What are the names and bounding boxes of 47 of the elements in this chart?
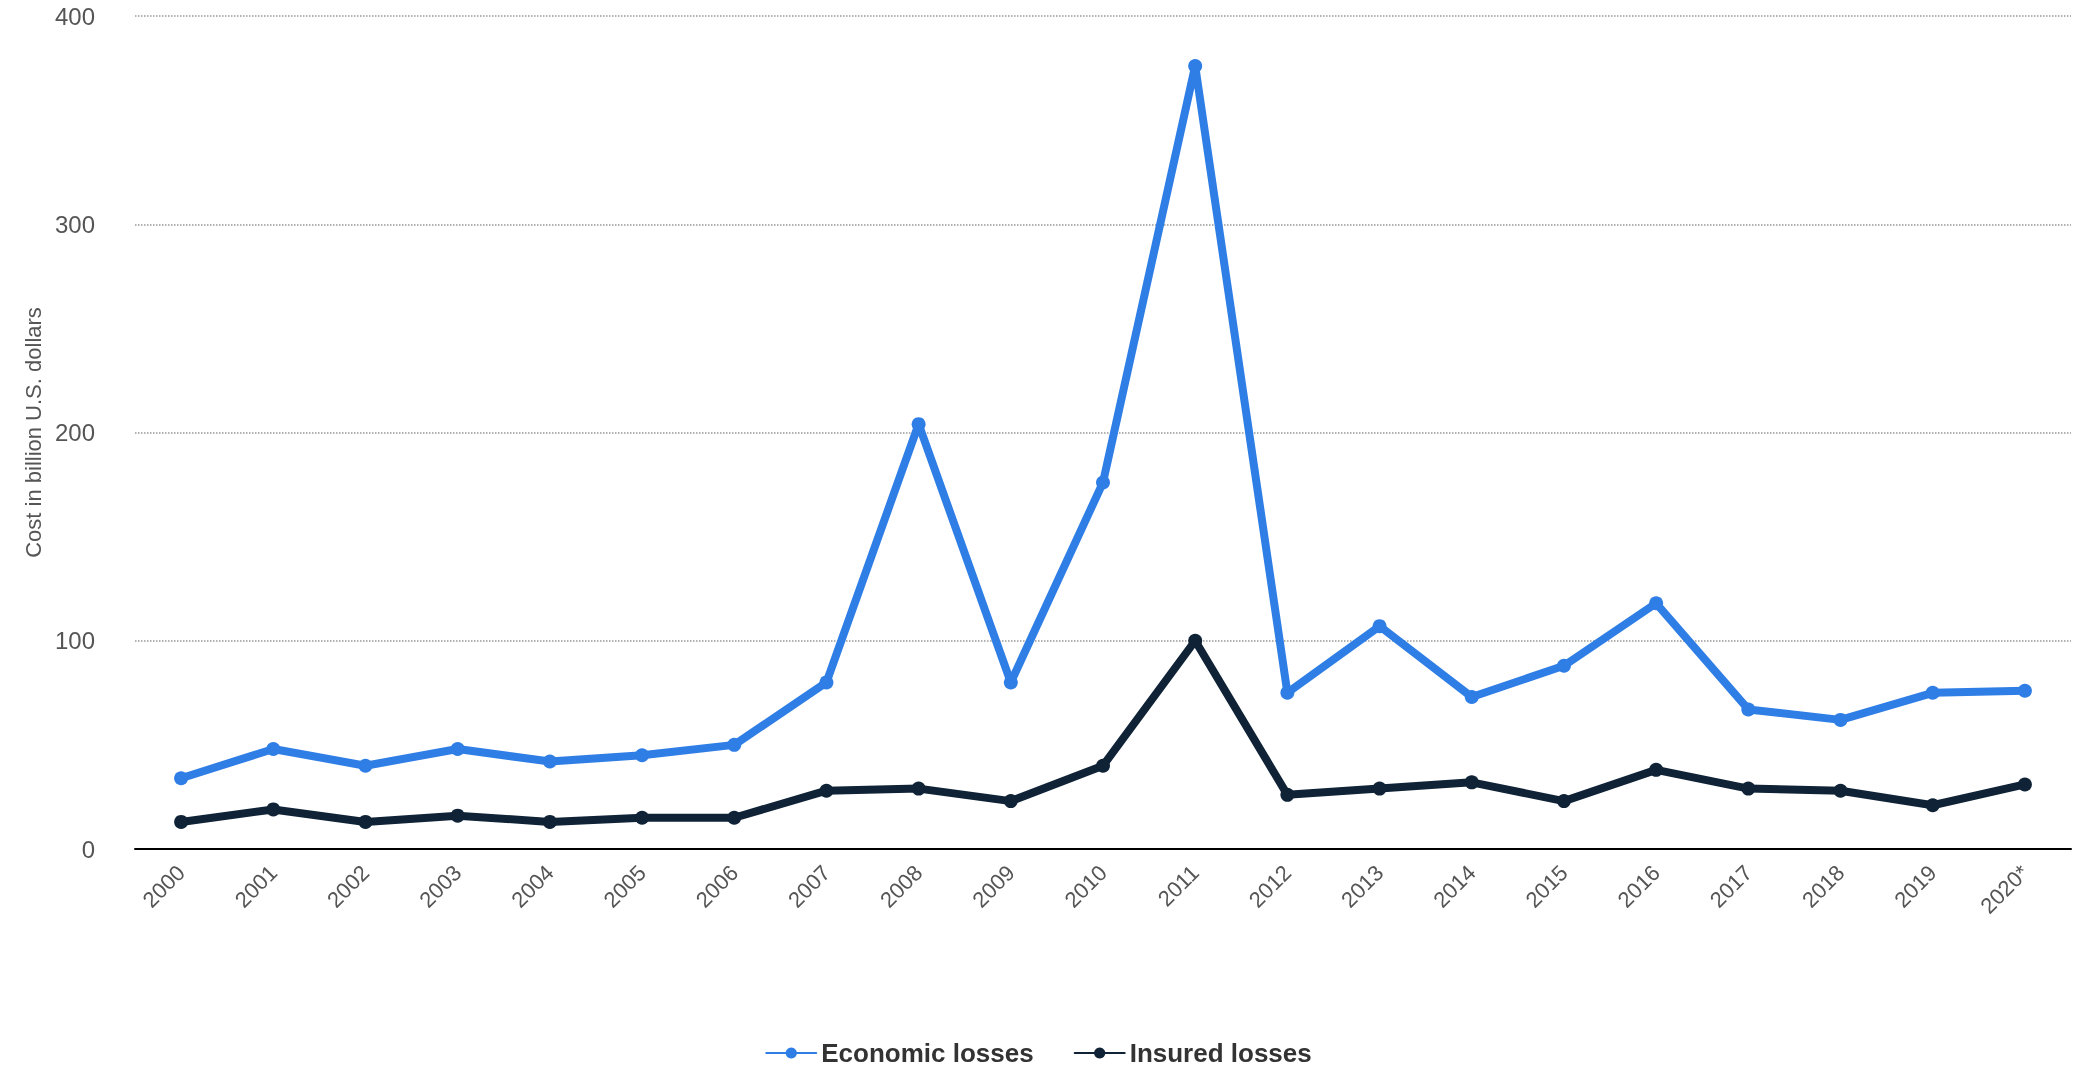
point xyxy=(1925,685,1940,700)
point xyxy=(727,810,742,825)
point xyxy=(174,814,189,829)
point xyxy=(2017,683,2032,698)
point xyxy=(542,754,557,769)
point xyxy=(1372,619,1387,634)
point xyxy=(1464,689,1479,704)
point xyxy=(174,771,189,786)
point xyxy=(358,814,373,829)
y-tick-label: 200 xyxy=(54,419,95,446)
y-tick-label: 400 xyxy=(54,2,95,30)
point xyxy=(1372,781,1387,796)
point xyxy=(1556,794,1571,809)
point xyxy=(1741,702,1756,717)
point xyxy=(542,814,557,829)
point xyxy=(911,781,926,796)
point xyxy=(1096,475,1110,490)
point xyxy=(450,742,465,757)
point xyxy=(358,758,373,773)
point xyxy=(1741,781,1756,796)
legend-label: Economic losses xyxy=(821,1038,1034,1068)
point xyxy=(727,737,742,752)
point xyxy=(1003,794,1018,809)
point xyxy=(266,742,281,757)
point xyxy=(1833,783,1848,798)
point xyxy=(1280,685,1295,700)
y-tick-label: 0 xyxy=(81,835,95,863)
y-tick-label: 100 xyxy=(54,627,95,655)
point xyxy=(819,783,834,798)
point xyxy=(1464,775,1479,790)
point xyxy=(450,808,465,823)
point xyxy=(2017,777,2032,792)
point xyxy=(1649,762,1664,777)
legend-label: Insured losses xyxy=(1129,1038,1312,1068)
point xyxy=(1280,787,1295,802)
y-tick-label: 300 xyxy=(54,210,95,238)
point xyxy=(635,748,650,763)
point xyxy=(1925,798,1940,813)
point xyxy=(1188,58,1203,73)
point xyxy=(1096,758,1110,773)
y-axis-title: Cost in billion U.S. dollars xyxy=(20,307,46,558)
point xyxy=(266,802,281,817)
point xyxy=(819,675,834,690)
point xyxy=(1649,596,1664,611)
point xyxy=(1833,712,1848,727)
point xyxy=(1556,658,1571,673)
point xyxy=(635,810,650,825)
